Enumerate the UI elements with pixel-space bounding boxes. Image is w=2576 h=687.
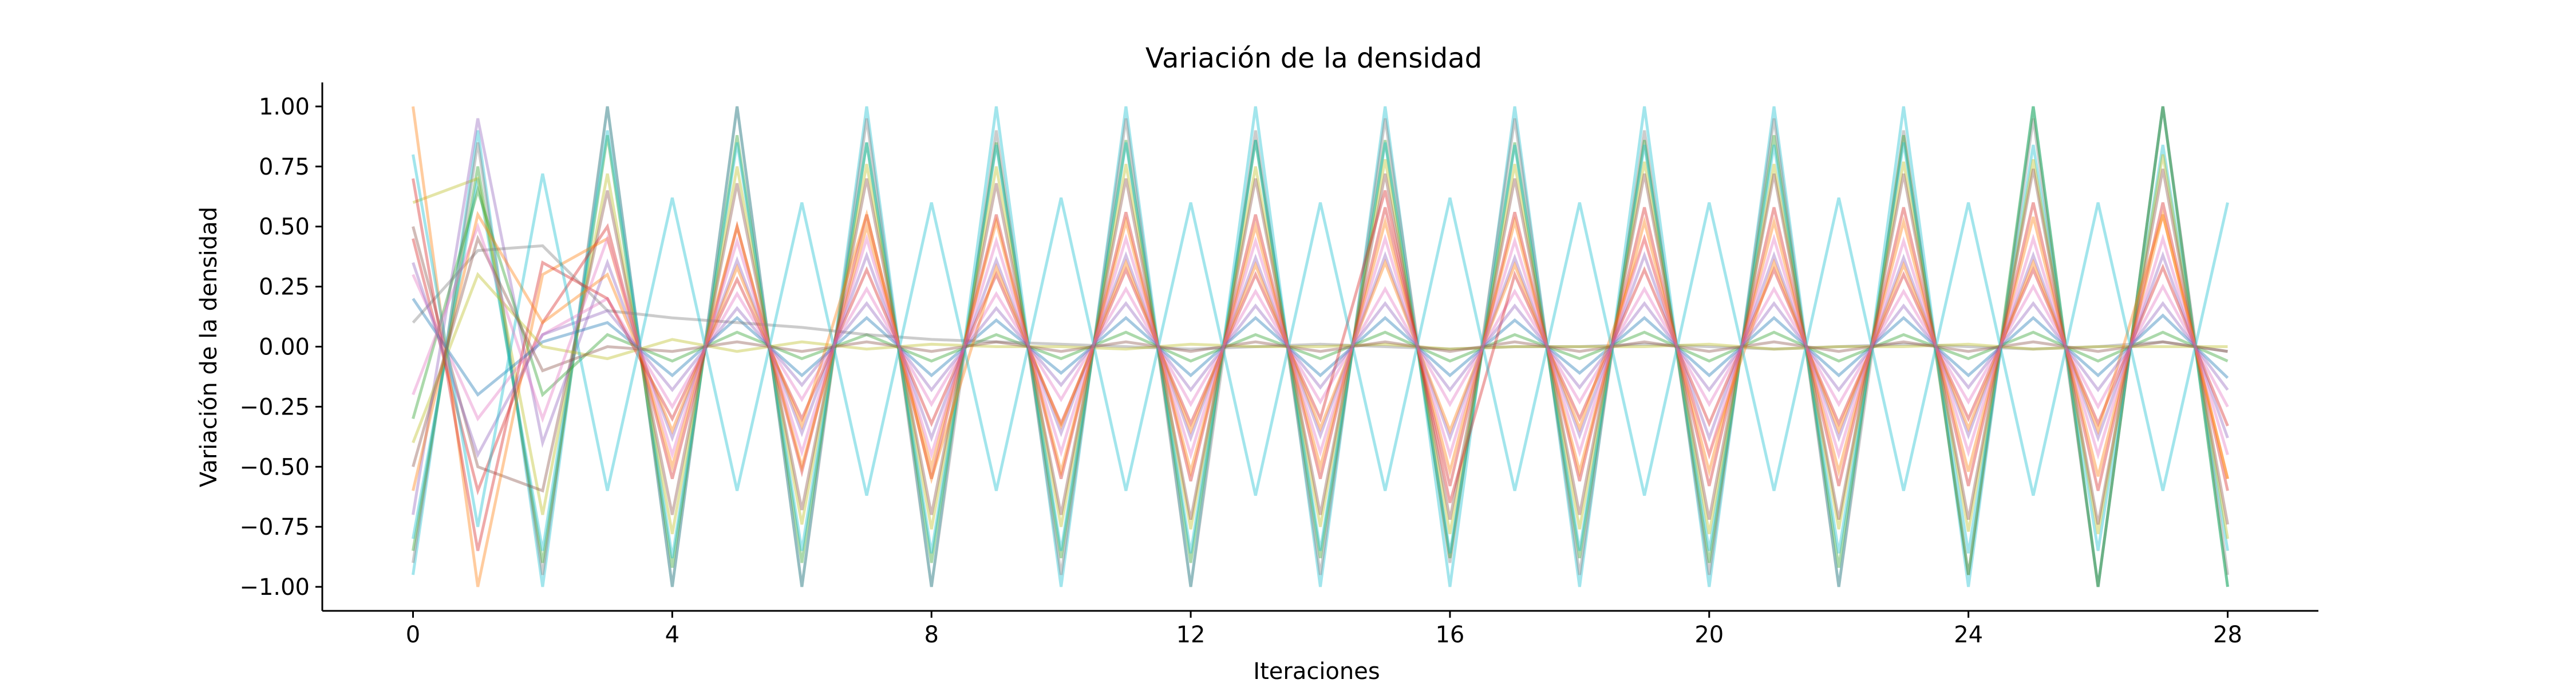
chart-title: Variación de la densidad — [1145, 42, 1482, 74]
series-line — [412, 271, 2228, 444]
y-tick-label: 0.00 — [259, 334, 310, 361]
x-tick-label: 0 — [406, 622, 420, 648]
x-tick-label: 4 — [665, 622, 679, 648]
series-line — [412, 262, 2229, 459]
y-tick-label: 0.75 — [259, 154, 310, 180]
y-tick-label: 0.25 — [259, 274, 310, 301]
series-line — [412, 222, 2229, 460]
series-line — [412, 209, 2229, 491]
x-tick-label: 20 — [1694, 622, 1724, 648]
series-line — [412, 118, 2229, 515]
x-tick-label: 12 — [1176, 622, 1206, 648]
series-line — [412, 202, 2229, 496]
y-tick-label: −0.75 — [239, 514, 310, 540]
series-lines — [412, 106, 2229, 587]
series-line — [412, 234, 2228, 467]
x-ticks: 0 4 8 12 16 20 24 28 — [406, 611, 2242, 648]
series-line — [412, 168, 2229, 525]
x-tick-label: 16 — [1435, 622, 1464, 648]
series-line — [412, 178, 2229, 551]
y-axis-label: Variación de la densidad — [196, 207, 222, 487]
x-tick-label: 28 — [2213, 622, 2242, 648]
series-line — [412, 154, 2229, 527]
y-tick-label: −0.25 — [239, 394, 310, 420]
x-axis-label: Iteraciones — [1253, 658, 1380, 685]
series-line — [412, 274, 2229, 422]
series-line — [412, 106, 2229, 587]
x-tick-label: 24 — [1954, 622, 1983, 648]
y-tick-label: 0.50 — [259, 214, 310, 240]
series-line — [412, 185, 2229, 420]
y-tick-label: 1.00 — [259, 94, 310, 120]
x-tick-label: 8 — [924, 622, 938, 648]
series-line — [412, 298, 2229, 397]
series-line — [412, 154, 2229, 539]
series-line — [412, 130, 2229, 559]
series-line — [412, 244, 2228, 353]
series-line — [412, 106, 2229, 587]
y-tick-label: −0.50 — [239, 454, 310, 480]
series-line — [412, 106, 2229, 587]
y-ticks: 1.00 0.75 0.50 0.25 0.00 −0.25 −0.50 −0.75 −1.00 — [239, 94, 322, 601]
y-tick-label: −1.00 — [239, 574, 310, 601]
series-line — [412, 106, 2229, 587]
